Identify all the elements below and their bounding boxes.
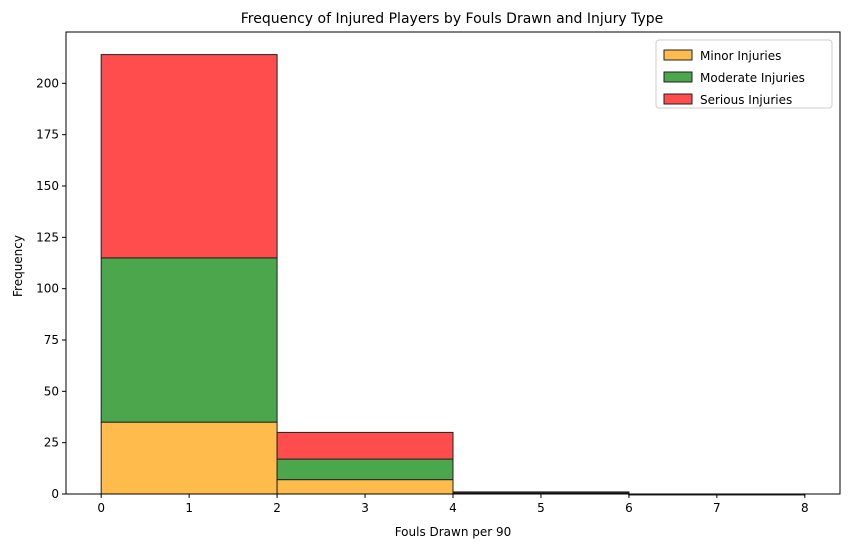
x-tick-label: 5 xyxy=(537,501,545,515)
bar-serious-injuries-bin-0 xyxy=(100,54,278,259)
y-tick-label: 25 xyxy=(44,436,59,450)
bar-serious-injuries-bin-2 xyxy=(452,491,630,494)
x-tick-label: 8 xyxy=(801,501,809,515)
x-tick-label: 1 xyxy=(185,501,193,515)
x-axis-label: Fouls Drawn per 90 xyxy=(395,525,512,539)
x-tick-label: 7 xyxy=(713,501,721,515)
legend-label: Moderate Injuries xyxy=(700,71,805,85)
y-tick-label: 0 xyxy=(51,487,59,501)
legend-swatch xyxy=(663,49,693,61)
legend-label: Serious Injuries xyxy=(700,93,792,107)
bar-serious-injuries-bin-1 xyxy=(276,431,454,460)
legend: Minor Injuries Moderate Injuries Serious I… xyxy=(655,39,833,109)
chart-title: Frequency of Injured Players by Fouls Dr… xyxy=(241,11,664,27)
legend-box xyxy=(655,39,833,109)
x-tick-label: 6 xyxy=(625,501,633,515)
y-tick-label: 150 xyxy=(36,179,59,193)
y-axis: 0 25 50 75 100 125 150 175 200 xyxy=(36,76,66,501)
bar-moderate-injuries-bin-1 xyxy=(276,458,454,481)
legend-swatch xyxy=(663,71,693,83)
x-tick-label: 2 xyxy=(273,501,281,515)
y-tick-label: 175 xyxy=(36,128,59,142)
y-tick-label: 100 xyxy=(36,282,59,296)
y-axis-label: Frequency xyxy=(11,235,25,297)
bars-layer xyxy=(100,54,806,496)
x-axis: 0 1 2 3 4 5 6 7 8 xyxy=(97,494,809,515)
x-tick-label: 3 xyxy=(361,501,369,515)
y-tick-label: 50 xyxy=(44,384,59,398)
y-tick-label: 125 xyxy=(36,230,59,244)
x-tick-label: 4 xyxy=(449,501,457,515)
bar-moderate-injuries-bin-0 xyxy=(100,257,278,423)
y-tick-label: 200 xyxy=(36,76,59,90)
x-tick-label: 0 xyxy=(97,501,105,515)
legend-label: Minor Injuries xyxy=(700,49,781,63)
y-tick-label: 75 xyxy=(44,333,59,347)
bar-minor-injuries-bin-0 xyxy=(100,421,278,495)
bar-minor-injuries-bin-1 xyxy=(276,479,454,495)
legend-swatch xyxy=(663,93,693,105)
